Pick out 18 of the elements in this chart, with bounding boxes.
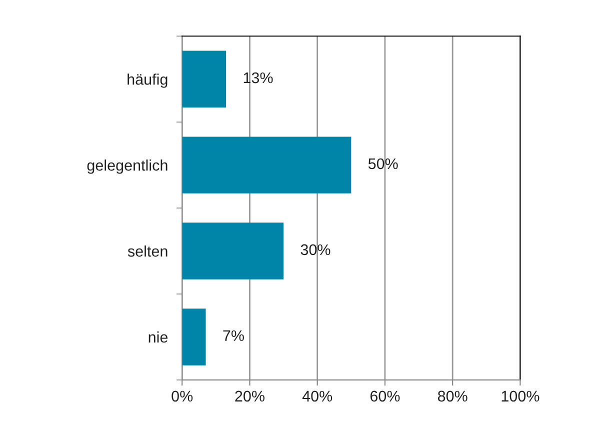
x-tick-label: 60%	[370, 390, 400, 402]
y-tick-label: häufig	[128, 74, 168, 88]
bar	[182, 222, 284, 280]
x-tick-label: 100%	[502, 390, 540, 402]
x-tick-label: 80%	[438, 390, 468, 402]
y-tick-label: selten	[128, 245, 168, 257]
data-label: 50%	[368, 158, 398, 170]
bar	[182, 308, 206, 366]
bar	[182, 136, 352, 194]
data-label: 13%	[244, 72, 273, 84]
x-tick-label: 0%	[172, 390, 193, 402]
data-label: 7%	[223, 330, 244, 342]
y-tick-label: nie	[148, 331, 168, 343]
data-label: 30%	[300, 244, 330, 256]
x-tick-label: 40%	[302, 390, 332, 402]
bar	[182, 50, 226, 108]
y-tick-label: gelegentlich	[87, 160, 168, 174]
x-tick-label: 20%	[235, 390, 264, 402]
